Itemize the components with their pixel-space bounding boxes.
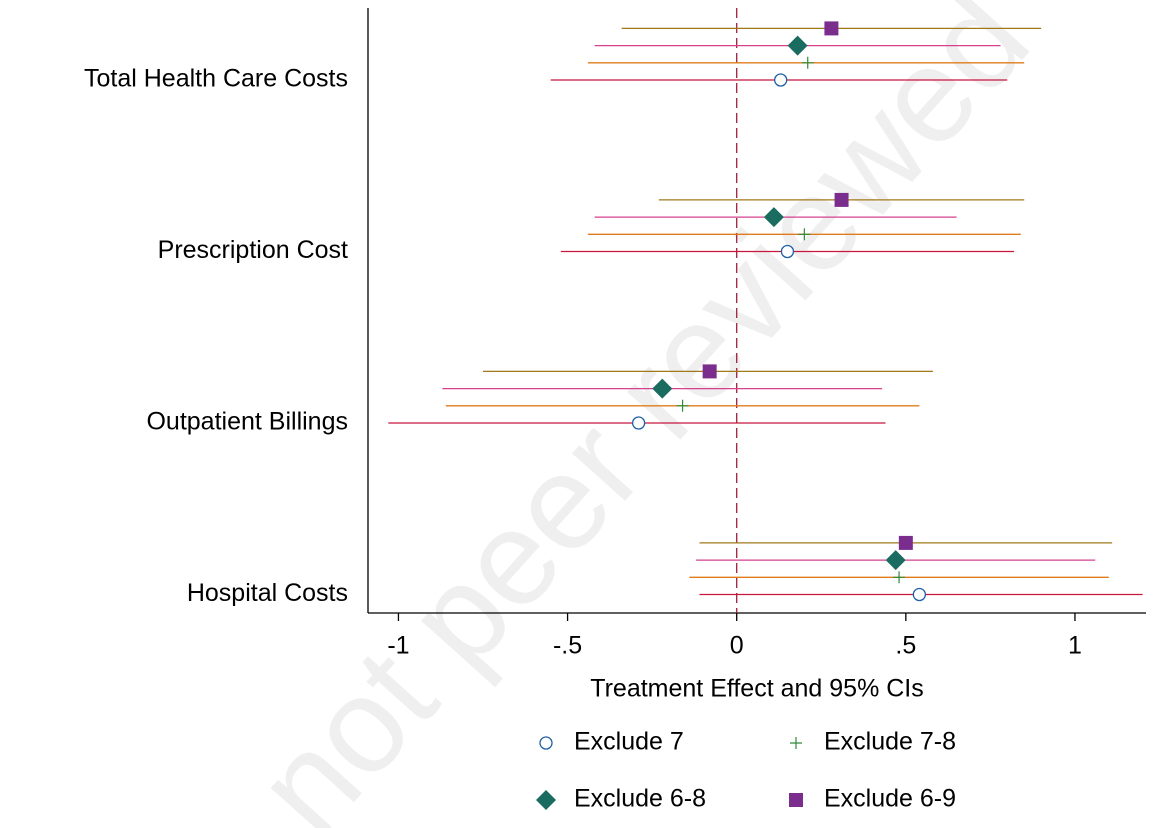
- point-estimate: [893, 571, 906, 584]
- x-tick-label: 1: [1068, 632, 1082, 660]
- point-estimate: [912, 587, 927, 602]
- point-estimate: [702, 364, 717, 379]
- legend-symbol: [790, 737, 802, 749]
- point-estimate: [652, 378, 673, 399]
- legend-label: Exclude 6-8: [574, 785, 706, 813]
- category-label: Prescription Cost: [158, 236, 348, 264]
- point-estimate: [898, 535, 913, 550]
- point-estimate: [801, 56, 814, 69]
- category-label: Hospital Costs: [187, 579, 348, 607]
- x-tick-label: -1: [387, 632, 409, 660]
- watermark: not peer reviewed: [227, 0, 1057, 828]
- point-estimate: [798, 228, 811, 241]
- legend-symbol: [789, 793, 803, 807]
- x-axis-label: Treatment Effect and 95% CIs: [590, 675, 924, 703]
- category-label: Outpatient Billings: [146, 408, 348, 436]
- point-estimate: [676, 399, 689, 412]
- point-estimate: [834, 192, 849, 207]
- x-tick-label: -.5: [553, 632, 582, 660]
- point-estimate: [774, 73, 788, 87]
- category-label: Total Health Care Costs: [84, 65, 348, 93]
- point-estimate: [763, 207, 784, 228]
- x-tick-label: .5: [895, 632, 916, 660]
- legend-label: Exclude 7: [574, 728, 684, 756]
- legend-label: Exclude 6-9: [824, 785, 956, 813]
- point-estimate: [824, 21, 839, 36]
- x-tick-label: 0: [730, 632, 744, 660]
- point-estimate: [787, 35, 808, 56]
- legend-symbol: [539, 736, 553, 750]
- legend-symbol: [536, 790, 556, 810]
- point-estimate: [885, 550, 906, 571]
- point-estimate: [631, 416, 646, 430]
- legend-label: Exclude 7-8: [824, 728, 956, 756]
- point-estimate: [780, 244, 795, 259]
